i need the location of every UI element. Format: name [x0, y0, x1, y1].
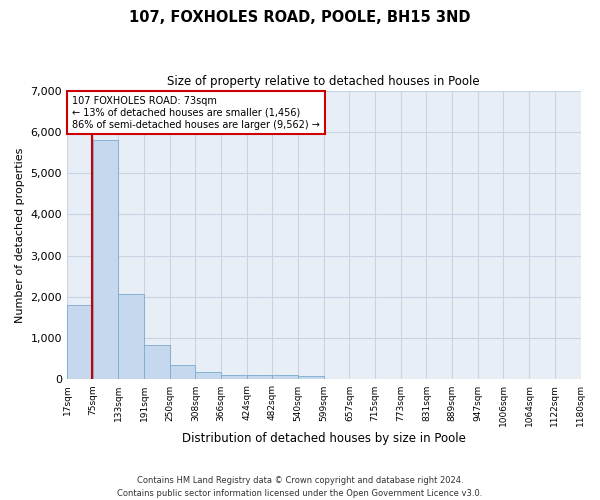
Bar: [221, 374, 247, 380]
Bar: [247, 376, 272, 380]
Bar: [67, 305, 93, 380]
Bar: [170, 366, 196, 380]
Bar: [144, 345, 170, 380]
Bar: [196, 372, 221, 380]
Text: 107 FOXHOLES ROAD: 73sqm
← 13% of detached houses are smaller (1,456)
86% of sem: 107 FOXHOLES ROAD: 73sqm ← 13% of detach…: [72, 96, 320, 130]
Text: 107, FOXHOLES ROAD, POOLE, BH15 3ND: 107, FOXHOLES ROAD, POOLE, BH15 3ND: [129, 10, 471, 25]
Bar: [118, 294, 144, 380]
Bar: [298, 376, 324, 380]
Text: Contains HM Land Registry data © Crown copyright and database right 2024.
Contai: Contains HM Land Registry data © Crown c…: [118, 476, 482, 498]
Y-axis label: Number of detached properties: Number of detached properties: [15, 148, 25, 322]
Title: Size of property relative to detached houses in Poole: Size of property relative to detached ho…: [167, 75, 480, 88]
Bar: [272, 376, 298, 380]
Bar: [93, 140, 118, 380]
X-axis label: Distribution of detached houses by size in Poole: Distribution of detached houses by size …: [182, 432, 466, 445]
